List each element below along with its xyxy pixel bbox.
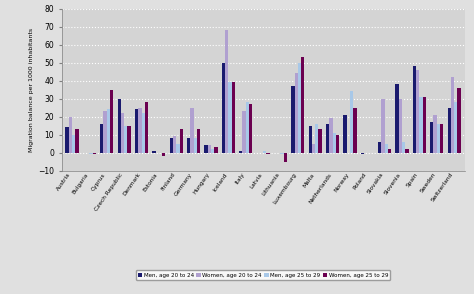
Bar: [382, 99, 384, 153]
Bar: [423, 97, 426, 153]
Bar: [294, 74, 298, 153]
Bar: [319, 129, 322, 153]
Bar: [65, 127, 69, 153]
Bar: [222, 63, 225, 153]
Bar: [145, 102, 148, 153]
Bar: [298, 63, 301, 153]
Bar: [187, 138, 190, 153]
Bar: [69, 117, 72, 153]
Bar: [361, 153, 364, 154]
Bar: [437, 124, 440, 153]
Bar: [232, 83, 235, 153]
Bar: [419, 97, 423, 153]
Bar: [214, 147, 218, 153]
Bar: [329, 118, 333, 153]
Bar: [75, 129, 79, 153]
Bar: [384, 143, 388, 153]
Bar: [103, 111, 107, 153]
Bar: [142, 113, 145, 153]
Legend: Men, age 20 to 24, Women, age 20 to 24, Men, age 25 to 29, Women, age 25 to 29: Men, age 20 to 24, Women, age 20 to 24, …: [136, 270, 391, 280]
Bar: [353, 108, 356, 153]
Bar: [190, 108, 193, 153]
Bar: [454, 102, 457, 153]
Bar: [416, 70, 419, 153]
Bar: [204, 145, 208, 153]
Bar: [121, 113, 124, 153]
Bar: [457, 88, 461, 153]
Bar: [333, 133, 336, 153]
Y-axis label: Migration balance per 1000 inhabitants: Migration balance per 1000 inhabitants: [29, 28, 34, 152]
Bar: [301, 57, 304, 153]
Bar: [239, 151, 242, 153]
Bar: [249, 104, 252, 153]
Bar: [242, 111, 246, 153]
Bar: [173, 136, 176, 153]
Bar: [315, 124, 319, 153]
Bar: [100, 124, 103, 153]
Bar: [263, 151, 266, 153]
Bar: [162, 153, 165, 156]
Bar: [107, 109, 110, 153]
Bar: [246, 102, 249, 153]
Bar: [378, 142, 382, 153]
Bar: [284, 153, 287, 161]
Bar: [402, 142, 405, 153]
Bar: [413, 66, 416, 153]
Bar: [225, 30, 228, 153]
Bar: [395, 84, 399, 153]
Bar: [291, 86, 294, 153]
Bar: [451, 77, 454, 153]
Bar: [430, 122, 433, 153]
Bar: [93, 153, 96, 154]
Bar: [281, 153, 284, 154]
Bar: [447, 108, 451, 153]
Bar: [312, 143, 315, 153]
Bar: [405, 149, 409, 153]
Bar: [350, 91, 353, 153]
Bar: [211, 149, 214, 153]
Bar: [180, 129, 183, 153]
Bar: [176, 143, 180, 153]
Bar: [228, 83, 232, 153]
Bar: [72, 135, 75, 153]
Bar: [336, 135, 339, 153]
Bar: [152, 151, 155, 153]
Bar: [90, 153, 93, 154]
Bar: [388, 149, 391, 153]
Bar: [309, 126, 312, 153]
Bar: [266, 153, 270, 154]
Bar: [135, 109, 138, 153]
Bar: [118, 99, 121, 153]
Bar: [138, 108, 142, 153]
Bar: [433, 115, 437, 153]
Bar: [170, 138, 173, 153]
Bar: [399, 99, 402, 153]
Bar: [110, 90, 113, 153]
Bar: [128, 126, 131, 153]
Bar: [193, 138, 197, 153]
Bar: [197, 129, 200, 153]
Bar: [326, 124, 329, 153]
Bar: [440, 124, 443, 153]
Bar: [208, 145, 211, 153]
Bar: [124, 126, 128, 153]
Bar: [343, 115, 346, 153]
